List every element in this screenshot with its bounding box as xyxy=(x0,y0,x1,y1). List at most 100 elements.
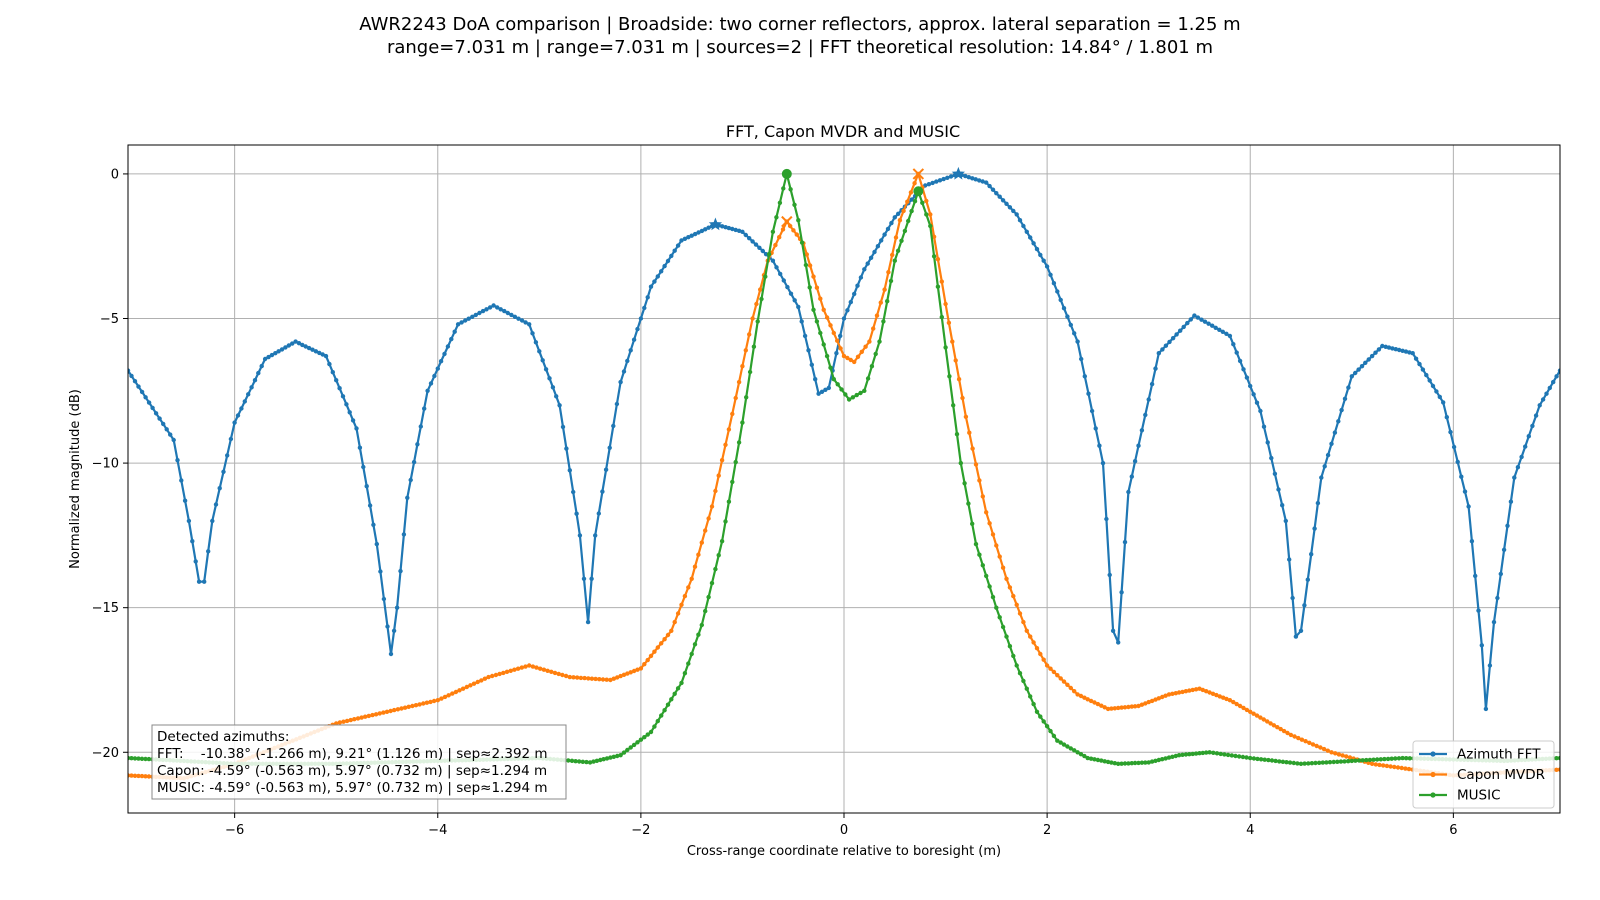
data-point xyxy=(1327,760,1333,765)
data-point xyxy=(608,755,613,760)
data-point xyxy=(1299,737,1305,742)
data-point xyxy=(1369,761,1375,766)
data-point xyxy=(696,552,701,557)
data-point xyxy=(1217,694,1223,699)
data-point xyxy=(1156,351,1162,356)
data-point xyxy=(196,579,202,584)
data-point xyxy=(770,229,776,234)
data-point xyxy=(750,316,755,321)
data-point xyxy=(631,337,637,342)
data-point xyxy=(1399,765,1404,771)
data-point xyxy=(618,673,623,679)
data-point xyxy=(600,489,605,494)
data-point xyxy=(1044,724,1050,729)
data-point xyxy=(645,732,650,737)
data-point xyxy=(1557,767,1560,772)
data-point xyxy=(1273,758,1278,764)
data-point xyxy=(445,344,451,349)
annotation-line-capon: Capon: -4.59° (-0.563 m), 5.97° (0.732 m… xyxy=(157,763,547,779)
data-point xyxy=(1105,706,1111,712)
data-point xyxy=(1146,397,1151,402)
data-point xyxy=(1156,757,1162,763)
data-point xyxy=(417,702,422,707)
data-point xyxy=(655,718,660,724)
data-point xyxy=(912,199,918,204)
data-point xyxy=(679,238,684,243)
data-point xyxy=(1000,624,1006,630)
data-point xyxy=(804,252,809,257)
data-point xyxy=(726,499,732,504)
data-point xyxy=(1011,653,1016,659)
data-point xyxy=(398,568,403,574)
data-point xyxy=(490,673,495,679)
data-point xyxy=(210,518,215,524)
data-point xyxy=(791,228,796,233)
data-point xyxy=(1149,698,1155,704)
data-point xyxy=(662,637,667,642)
data-point xyxy=(931,234,937,239)
data-point xyxy=(1088,756,1094,761)
data-point xyxy=(1149,759,1155,764)
data-point xyxy=(869,364,875,369)
data-point xyxy=(908,190,914,195)
data-point xyxy=(618,753,623,758)
data-point xyxy=(246,392,251,397)
data-point xyxy=(523,664,528,669)
data-point xyxy=(505,310,510,316)
data-point xyxy=(1105,759,1111,765)
data-point xyxy=(1041,657,1046,662)
data-point xyxy=(1110,628,1116,633)
data-point xyxy=(466,316,471,321)
data-point xyxy=(1167,339,1172,345)
data-point xyxy=(1129,474,1135,479)
data-point xyxy=(186,518,192,524)
data-point xyxy=(967,430,972,435)
data-point xyxy=(1126,704,1131,710)
data-point xyxy=(1508,499,1514,504)
data-point xyxy=(235,413,241,418)
data-point xyxy=(946,320,952,325)
peak-marker xyxy=(913,186,924,197)
data-point xyxy=(596,511,601,516)
data-point xyxy=(1237,754,1242,759)
data-point xyxy=(872,249,877,255)
data-point xyxy=(713,488,718,494)
data-point xyxy=(987,584,992,589)
data-point xyxy=(689,651,694,657)
data-point xyxy=(1119,761,1124,766)
data-point xyxy=(1224,331,1229,336)
data-point xyxy=(774,265,779,270)
data-point xyxy=(1072,689,1077,694)
data-point xyxy=(703,528,708,533)
data-point xyxy=(655,274,660,279)
data-point xyxy=(1153,697,1158,702)
data-point xyxy=(652,724,657,729)
data-point xyxy=(1227,333,1233,339)
data-point xyxy=(182,498,188,503)
data-point xyxy=(655,645,660,650)
data-point xyxy=(1126,761,1131,766)
data-point xyxy=(459,320,464,325)
data-point xyxy=(1210,691,1216,696)
data-point xyxy=(1136,760,1141,766)
data-point xyxy=(608,677,613,683)
data-point xyxy=(733,227,738,233)
data-point xyxy=(603,467,609,472)
data-point xyxy=(1255,756,1260,762)
data-point xyxy=(947,374,952,379)
data-point xyxy=(848,357,853,363)
data-point xyxy=(1170,754,1175,759)
data-point xyxy=(977,552,982,557)
data-point xyxy=(682,671,688,676)
x-tick-label: 0 xyxy=(840,823,848,838)
data-point xyxy=(1031,241,1036,246)
data-point xyxy=(819,389,825,394)
data-point xyxy=(709,504,715,509)
data-point xyxy=(303,344,308,349)
data-point xyxy=(1319,475,1324,480)
data-point xyxy=(473,312,478,318)
data-point xyxy=(1143,760,1148,765)
legend-label: Capon MVDR xyxy=(1457,767,1545,783)
data-point xyxy=(1075,692,1080,697)
data-point xyxy=(1204,689,1209,694)
